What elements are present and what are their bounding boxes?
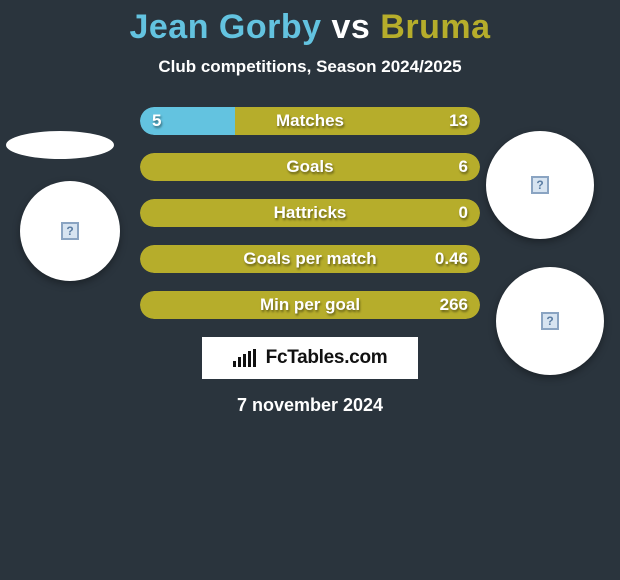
player-a-shadow-ellipse	[6, 131, 114, 159]
stat-label: Goals per match	[140, 245, 480, 273]
comparison-stage: Matches5 13 Goals6 Hattricks0 Goals per matc…	[0, 107, 620, 416]
stat-row: Matches5 13	[140, 107, 480, 135]
player-b-name: Bruma	[380, 8, 490, 46]
player-a-avatar	[20, 181, 120, 281]
bars-chart-icon	[233, 349, 256, 367]
stat-row: Hattricks0	[140, 199, 480, 227]
player-a-name: Jean Gorby	[129, 8, 321, 46]
stat-value-b: 266	[440, 291, 468, 319]
page-title: Jean Gorby vs Bruma	[0, 0, 620, 47]
placeholder-icon	[531, 176, 549, 194]
subtitle: Club competitions, Season 2024/2025	[0, 57, 620, 77]
stat-value-b: 6	[459, 153, 468, 181]
player-b-avatar-1	[486, 131, 594, 239]
stat-label: Goals	[140, 153, 480, 181]
stat-value-b: 0	[459, 199, 468, 227]
player-b-avatar-2	[496, 267, 604, 375]
stat-row: Goals6	[140, 153, 480, 181]
vs-text: vs	[332, 8, 371, 46]
stat-label: Min per goal	[140, 291, 480, 319]
stat-label: Hattricks	[140, 199, 480, 227]
placeholder-icon	[541, 312, 559, 330]
stat-value-b: 0.46	[435, 245, 468, 273]
stat-row: Min per goal266	[140, 291, 480, 319]
stat-row: Goals per match0.46	[140, 245, 480, 273]
branding-text: FcTables.com	[266, 347, 388, 369]
branding-box: FcTables.com	[202, 337, 418, 379]
stat-label: Matches	[140, 107, 480, 135]
stat-value-a: 5	[152, 107, 161, 135]
stat-bars: Matches5 13 Goals6 Hattricks0 Goals per matc…	[140, 107, 480, 319]
comparison-date: 7 november 2024	[0, 395, 620, 416]
stat-value-b: 13	[449, 107, 468, 135]
placeholder-icon	[61, 222, 79, 240]
